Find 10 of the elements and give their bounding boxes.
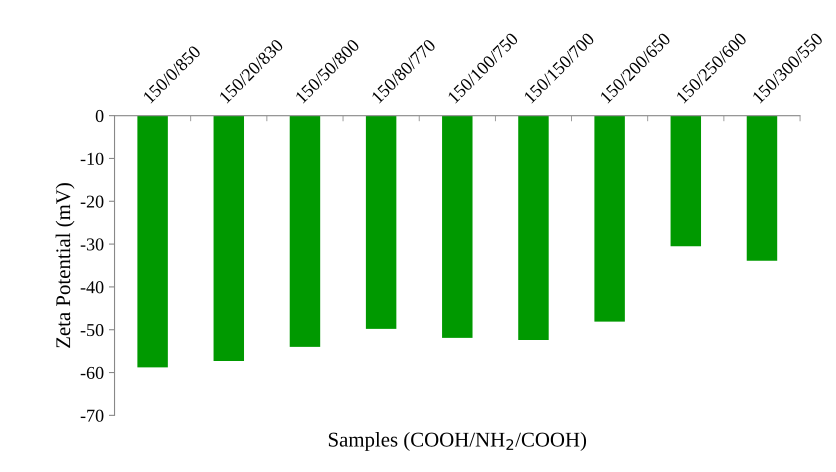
y-tick-label: -60 bbox=[80, 366, 104, 379]
x-axis-title: Samples (COOH/NH$_{2}$/COOH) bbox=[328, 432, 586, 451]
y-tick-label: -30 bbox=[80, 238, 104, 251]
y-axis-title: Zeta Potential (mV) bbox=[56, 183, 74, 348]
y-tick-label: -70 bbox=[80, 410, 104, 422]
y-tick-label: -20 bbox=[80, 196, 104, 208]
y-tick-label: 0 bbox=[96, 110, 104, 122]
y-tick-label: -40 bbox=[80, 281, 104, 294]
y-tick-label: -50 bbox=[80, 324, 104, 336]
y-tick-label: -10 bbox=[80, 152, 104, 165]
